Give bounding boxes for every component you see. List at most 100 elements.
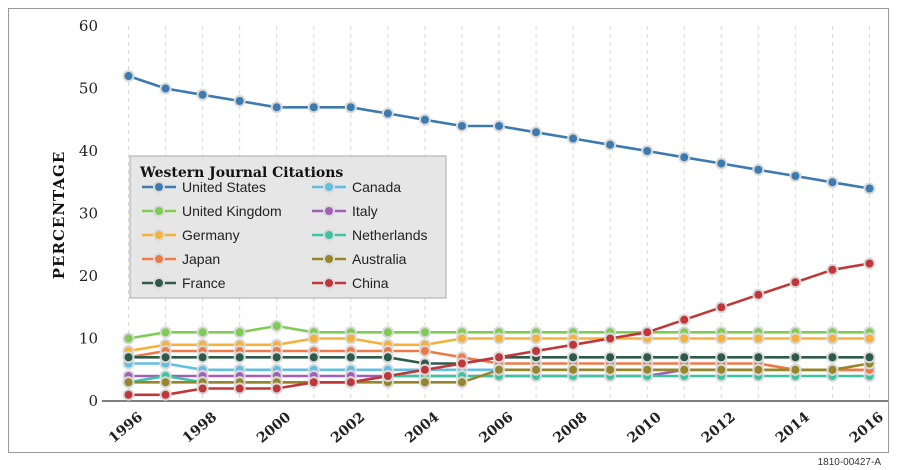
figure-id: 1810-00427-A	[817, 457, 881, 468]
legend-label-italy: Italy	[352, 203, 378, 219]
data-point-france	[344, 351, 357, 364]
legend-title: Western Journal Citations	[139, 165, 343, 181]
data-point-france	[826, 351, 839, 364]
data-point-france	[270, 351, 283, 364]
data-point-australia	[641, 363, 654, 376]
y-tick-label-40: 40	[79, 142, 98, 160]
data-point-united-states	[418, 113, 431, 126]
data-point-china	[307, 376, 320, 389]
data-point-germany	[863, 332, 876, 345]
data-point-germany	[455, 332, 468, 345]
data-point-australia	[418, 376, 431, 389]
data-point-united-states	[752, 163, 765, 176]
x-tick-label-2008: 2008	[550, 409, 590, 446]
legend-swatch-marker-united-states	[153, 181, 165, 193]
data-point-china	[567, 338, 580, 351]
data-point-china	[270, 382, 283, 395]
legend-swatch-marker-netherlands	[323, 229, 335, 241]
x-tick-label-2006: 2006	[476, 409, 516, 446]
data-point-united-kingdom	[270, 320, 283, 332]
x-tick-label-2012: 2012	[699, 409, 739, 446]
legend: Western Journal Citations United States C…	[129, 155, 447, 299]
x-tick-label-2004: 2004	[402, 409, 442, 446]
data-point-australia	[678, 363, 691, 376]
legend-swatch-marker-france	[153, 277, 165, 289]
x-tick-label-1998: 1998	[180, 409, 220, 446]
x-tick-label-1996: 1996	[106, 409, 146, 446]
data-point-china	[159, 388, 172, 401]
data-point-australia	[604, 363, 617, 376]
data-point-united-kingdom	[196, 326, 209, 339]
data-point-china	[381, 370, 394, 382]
legend-label-france: France	[182, 275, 226, 291]
data-point-germany	[678, 332, 691, 345]
data-point-france	[122, 351, 135, 364]
data-point-france	[641, 351, 654, 364]
data-point-germany	[752, 332, 765, 345]
data-point-united-kingdom	[159, 326, 172, 339]
legend-label-canada: Canada	[352, 179, 401, 195]
data-point-united-states	[678, 151, 691, 164]
data-point-china	[826, 263, 839, 276]
legend-label-united-kingdom: United Kingdom	[182, 203, 282, 219]
data-point-united-states	[789, 170, 802, 182]
legend-swatch-marker-australia	[323, 253, 335, 265]
data-point-germany	[715, 332, 728, 345]
data-point-france	[233, 351, 246, 364]
data-point-japan	[418, 345, 431, 357]
x-tick-label-2010: 2010	[625, 409, 665, 446]
data-point-australia	[752, 363, 765, 376]
data-point-australia	[789, 363, 802, 376]
legend-swatch-marker-germany	[153, 229, 165, 241]
x-tick-label-2014: 2014	[773, 409, 813, 446]
data-point-china	[455, 357, 468, 370]
data-point-france	[381, 351, 394, 364]
y-tick-label-10: 10	[79, 330, 98, 348]
data-point-china	[789, 276, 802, 289]
data-point-united-states	[196, 88, 209, 101]
data-point-australia	[530, 363, 543, 376]
data-point-china	[641, 326, 654, 339]
series-china	[122, 257, 876, 401]
data-point-united-states	[307, 101, 320, 114]
data-point-china	[344, 376, 357, 389]
data-point-united-states	[641, 145, 654, 157]
data-point-germany	[826, 332, 839, 345]
data-point-australia	[455, 376, 468, 389]
data-point-united-states	[233, 95, 246, 107]
data-point-france	[789, 351, 802, 364]
data-point-united-states	[604, 138, 617, 151]
data-point-australia	[159, 376, 172, 389]
data-point-france	[715, 351, 728, 364]
data-point-united-states	[455, 120, 468, 132]
data-point-united-kingdom	[233, 326, 246, 339]
data-point-china	[122, 388, 135, 401]
data-point-china	[752, 288, 765, 301]
y-tick-label-20: 20	[79, 267, 98, 285]
legend-label-japan: Japan	[182, 251, 220, 267]
data-point-france	[307, 351, 320, 364]
legend-swatch-marker-china	[323, 277, 335, 289]
data-point-france	[678, 351, 691, 364]
y-tick-label-50: 50	[79, 80, 98, 98]
y-tick-label-60: 60	[79, 17, 98, 35]
chart-frame	[8, 8, 889, 453]
legend-label-china: China	[352, 275, 389, 291]
data-point-germany	[789, 332, 802, 345]
data-point-united-kingdom	[381, 326, 394, 339]
legend-swatch-marker-japan	[153, 253, 165, 265]
data-point-united-states	[863, 182, 876, 195]
data-point-china	[418, 363, 431, 376]
data-point-united-kingdom	[418, 326, 431, 339]
series-group	[122, 70, 876, 401]
data-point-france	[752, 351, 765, 364]
data-point-germany	[530, 332, 543, 345]
data-point-united-states	[381, 107, 394, 120]
legend-label-australia: Australia	[352, 251, 407, 267]
data-point-china	[715, 301, 728, 314]
data-point-germany	[307, 332, 320, 345]
data-point-united-states	[530, 126, 543, 139]
data-point-germany	[493, 332, 505, 345]
data-point-united-states	[122, 70, 135, 82]
